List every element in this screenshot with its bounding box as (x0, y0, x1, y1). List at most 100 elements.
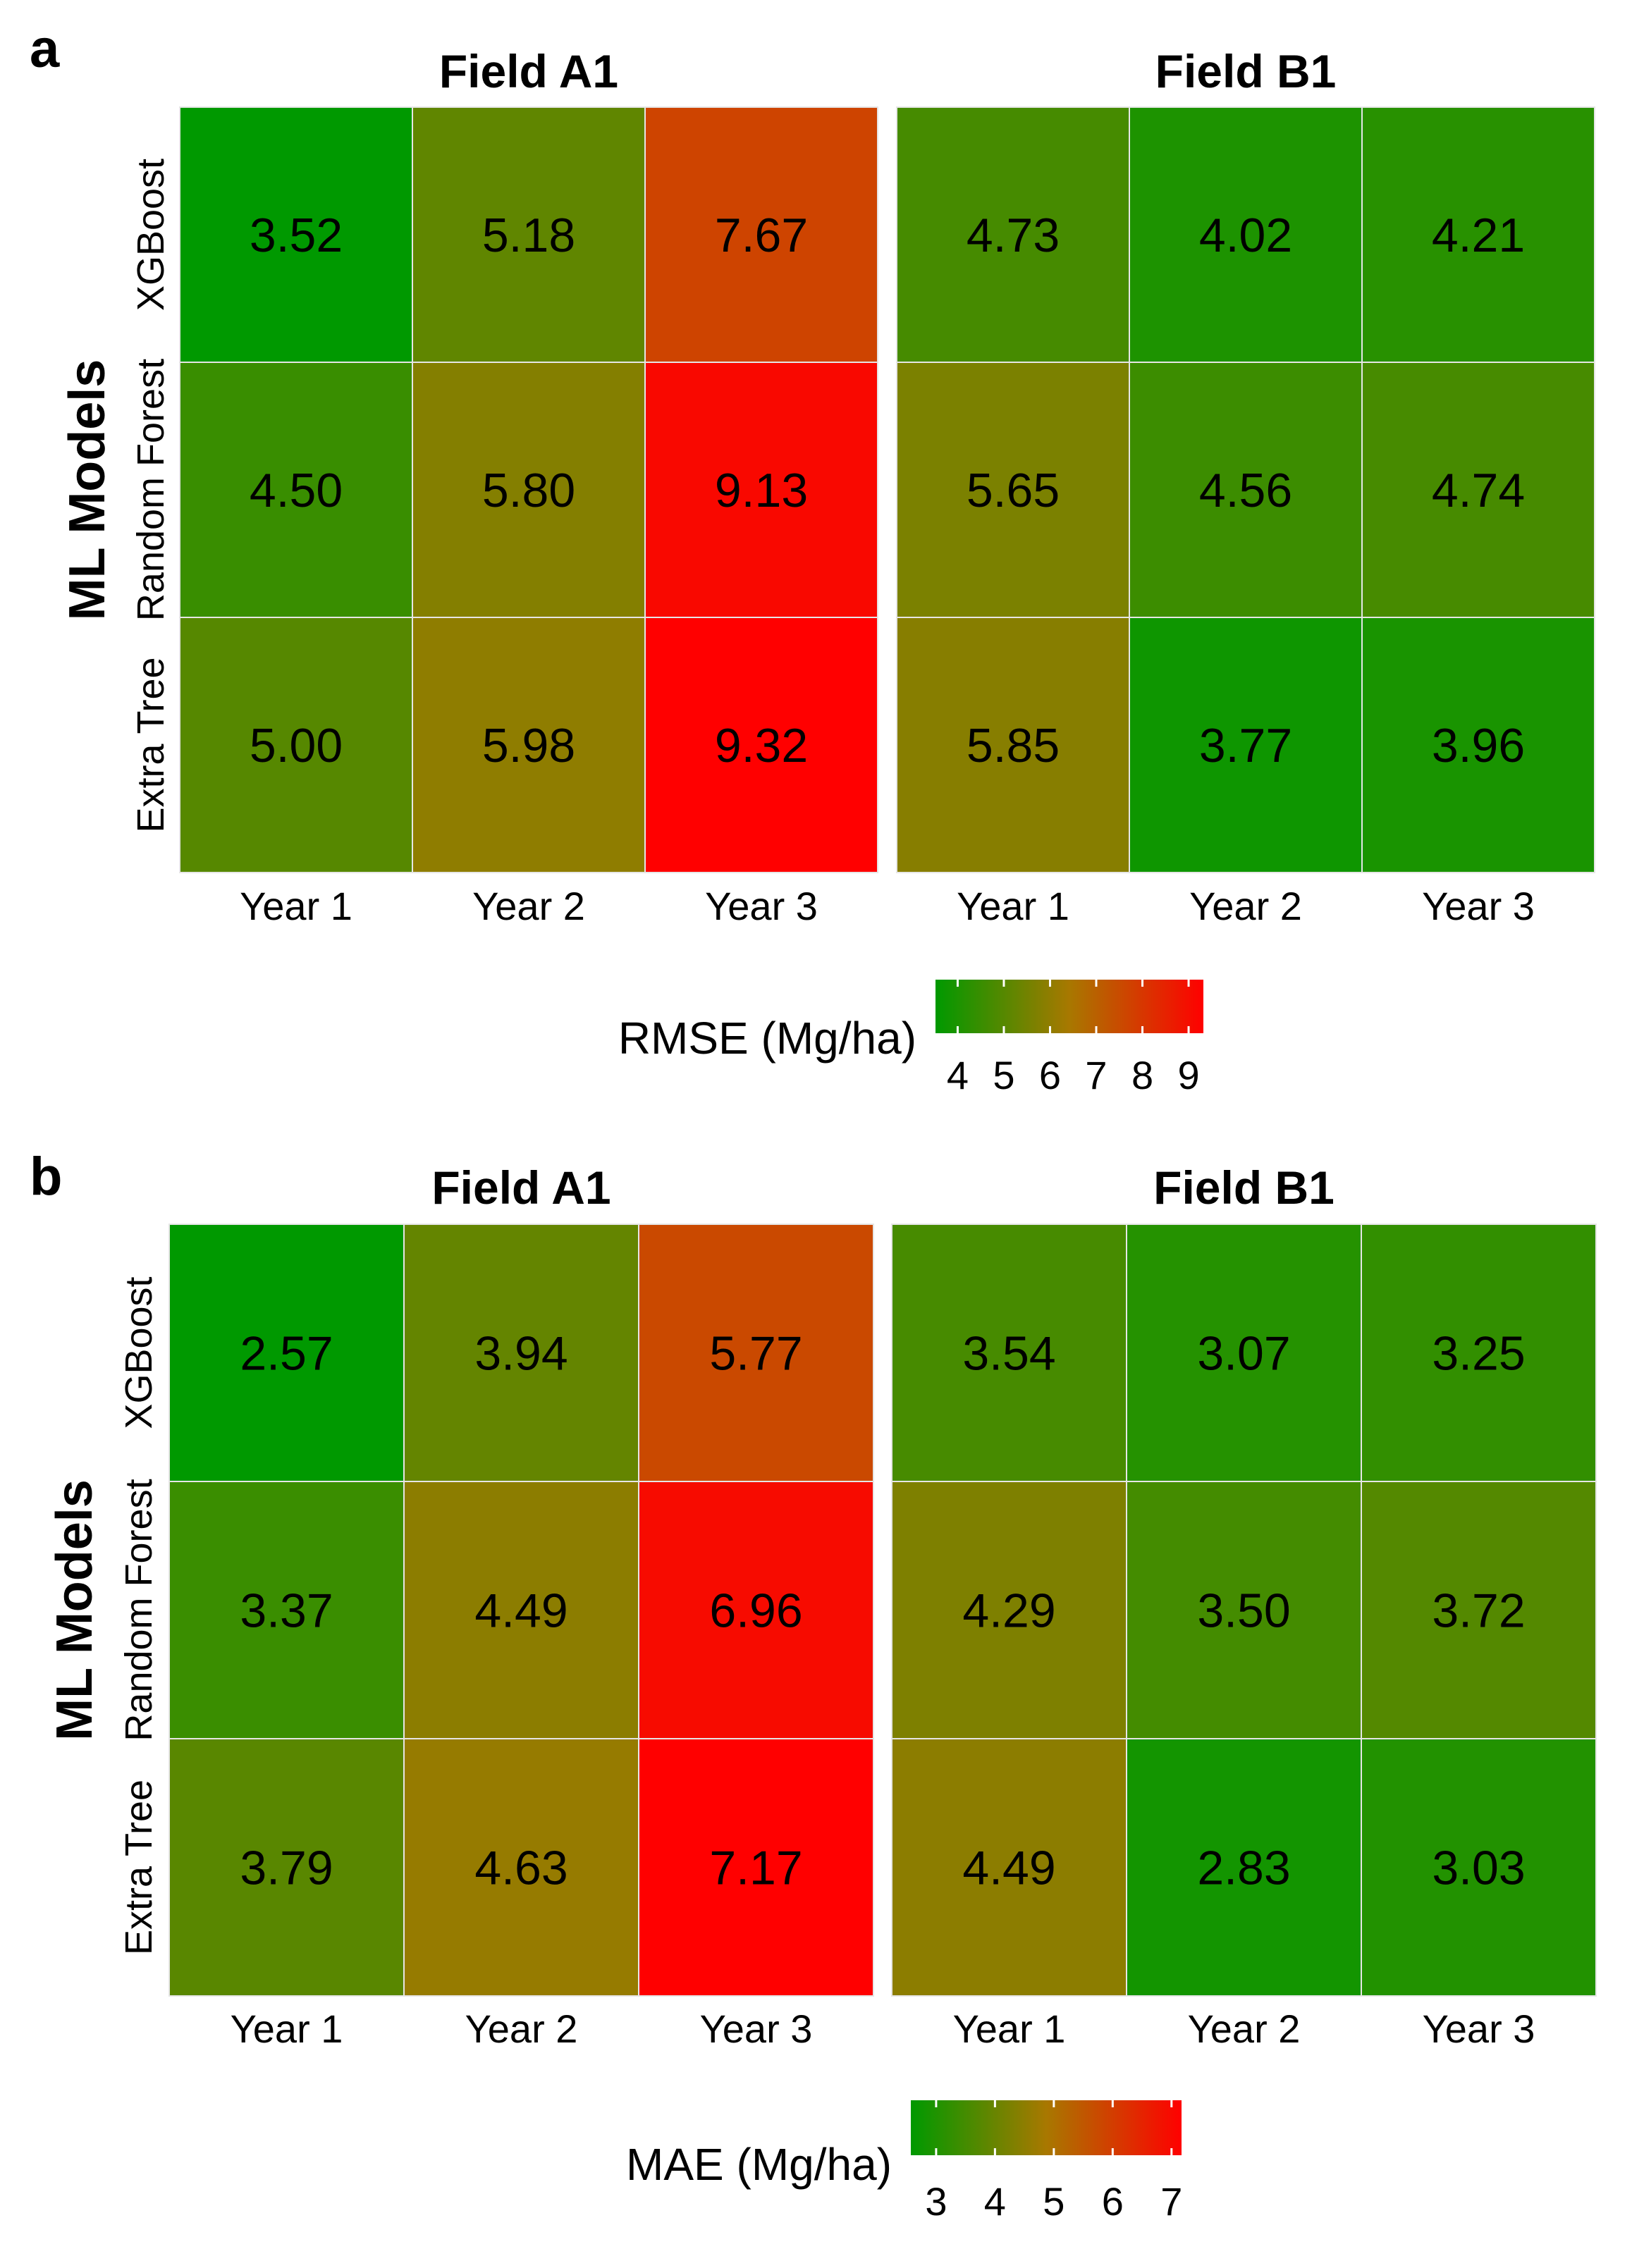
colorbar-tick-label: 7 (1160, 2179, 1182, 2224)
cell-value-label: 6.96 (709, 1584, 802, 1638)
heatmap-cell (644, 617, 878, 873)
heatmap-cell (1126, 1738, 1362, 1997)
colorbar-tick-label: 3 (925, 2179, 947, 2224)
colorbar-tick-label: 5 (993, 1053, 1014, 1097)
colorbar (935, 980, 1203, 1033)
row-label: XGBoost (130, 159, 172, 311)
cell-value-label: 5.65 (967, 464, 1060, 517)
column-label: Year 2 (465, 2007, 578, 2051)
heatmap-cell (403, 1738, 639, 1997)
cell-value-label: 4.74 (1432, 464, 1525, 517)
cell-value-label: 4.50 (250, 464, 343, 517)
facet-title: Field B1 (1153, 1161, 1335, 1214)
cell-value-label: 7.17 (709, 1842, 802, 1895)
colorbar-title: RMSE (Mg/ha) (618, 1013, 916, 1064)
heatmap-cell (891, 1481, 1127, 1739)
column-label: Year 1 (957, 884, 1069, 928)
heatmap-cell (1126, 1224, 1362, 1482)
row-label: Random Forest (118, 1479, 160, 1741)
heatmap-cell (644, 362, 878, 618)
cell-value-label: 2.83 (1197, 1842, 1290, 1895)
cell-value-label: 3.25 (1432, 1327, 1525, 1381)
heatmap-cell (896, 617, 1130, 873)
column-label: Year 2 (1189, 884, 1302, 928)
facet-title: Field A1 (431, 1161, 611, 1214)
facet-title: Field A1 (439, 45, 618, 97)
heatmap-cell (168, 1224, 405, 1482)
cell-value-label: 5.85 (967, 719, 1060, 772)
heatmap-cell (403, 1481, 639, 1739)
colorbar-tick-label: 6 (1039, 1053, 1061, 1097)
row-label: Extra Tree (130, 657, 172, 832)
colorbar-tick-label: 9 (1177, 1053, 1199, 1097)
colorbar-tick-label: 6 (1102, 2179, 1124, 2224)
cell-value-label: 5.77 (709, 1327, 802, 1381)
heatmap-cell (412, 106, 646, 363)
cell-value-label: 5.80 (482, 464, 575, 517)
heatmap-cell (1361, 106, 1595, 363)
cell-value-label: 4.21 (1432, 209, 1525, 262)
heatmap-cell (1361, 617, 1595, 873)
column-label: Year 3 (1422, 884, 1535, 928)
cell-value-label: 4.49 (474, 1584, 567, 1638)
panel-letter: b (30, 1147, 62, 1207)
heatmap-cell (403, 1224, 639, 1482)
heatmap-cell (1361, 1224, 1597, 1482)
cell-value-label: 3.54 (962, 1327, 1055, 1381)
cell-value-label: 3.94 (474, 1327, 567, 1381)
cell-value-label: 5.98 (482, 719, 575, 772)
column-label: Year 2 (472, 884, 585, 928)
cell-value-label: 3.72 (1432, 1584, 1525, 1638)
column-label: Year 3 (705, 884, 818, 928)
heatmap-cell (179, 617, 413, 873)
colorbar-tick-label: 8 (1131, 1053, 1153, 1097)
heatmap-cell (896, 106, 1130, 363)
column-label: Year 1 (231, 2007, 343, 2051)
facet-title: Field B1 (1155, 45, 1337, 97)
column-label: Year 1 (240, 884, 352, 928)
cell-value-label: 3.03 (1432, 1842, 1525, 1895)
heatmap-cell (644, 106, 878, 363)
colorbar-tick-label: 5 (1043, 2179, 1065, 2224)
row-label: Random Forest (130, 359, 172, 621)
heatmap-cell (412, 362, 646, 618)
row-label: XGBoost (118, 1276, 160, 1429)
heatmap-cell (168, 1481, 405, 1739)
cell-value-label: 3.96 (1432, 719, 1525, 772)
colorbar-tick-label: 4 (947, 1053, 969, 1097)
cell-value-label: 4.29 (962, 1584, 1055, 1638)
cell-value-label: 9.13 (715, 464, 808, 517)
heatmap-cell (1126, 1481, 1362, 1739)
column-label: Year 2 (1188, 2007, 1301, 2051)
heatmap-cell (179, 106, 413, 363)
y-axis-label: ML Models (47, 1479, 103, 1741)
y-axis-label: ML Models (59, 359, 116, 621)
row-label: Extra Tree (118, 1780, 160, 1955)
cell-value-label: 4.73 (967, 209, 1060, 262)
cell-value-label: 4.49 (962, 1842, 1055, 1895)
cell-value-label: 3.77 (1199, 719, 1292, 772)
column-label: Year 3 (1423, 2007, 1535, 2051)
heatmap-cell (1129, 617, 1363, 873)
cell-value-label: 9.32 (715, 719, 808, 772)
heatmap-cell (1361, 1738, 1597, 1997)
heatmap-cell (638, 1481, 874, 1739)
colorbar-title: MAE (Mg/ha) (626, 2139, 892, 2190)
colorbar-tick-label: 4 (984, 2179, 1006, 2224)
colorbar (911, 2100, 1182, 2155)
cell-value-label: 3.79 (240, 1842, 333, 1895)
heatmap-cell (412, 617, 646, 873)
cell-value-label: 2.57 (240, 1327, 333, 1381)
cell-value-label: 3.07 (1197, 1327, 1290, 1381)
heatmap-cell (1361, 1481, 1597, 1739)
cell-value-label: 5.18 (482, 209, 575, 262)
cell-value-label: 4.63 (474, 1842, 567, 1895)
heatmap-cell (1129, 362, 1363, 618)
cell-value-label: 3.37 (240, 1584, 333, 1638)
heatmap-cell (638, 1738, 874, 1997)
column-label: Year 3 (700, 2007, 813, 2051)
cell-value-label: 5.00 (250, 719, 343, 772)
heatmap-cell (179, 362, 413, 618)
